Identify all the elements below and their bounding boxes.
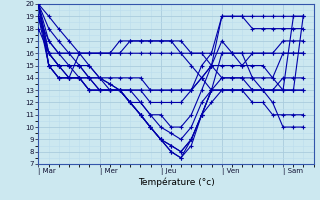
X-axis label: Température (°c): Température (°c): [138, 178, 214, 187]
